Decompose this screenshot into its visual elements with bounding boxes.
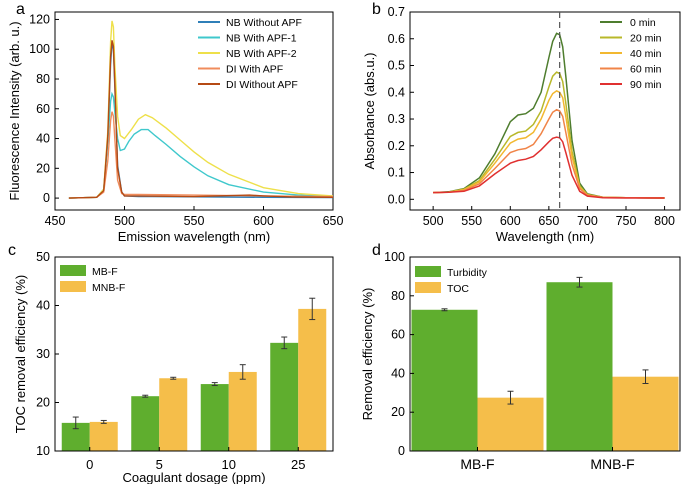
bar — [411, 309, 478, 451]
legend-label: NB With APF-1 — [226, 33, 297, 45]
legend-label: Turbidity — [447, 267, 488, 279]
bar-group — [61, 297, 327, 451]
legend-label: MB-F — [92, 266, 118, 278]
x-tick-label: 500 — [114, 214, 135, 228]
y-tick-label: 0.3 — [388, 112, 405, 126]
x-tick-label: 700 — [577, 214, 598, 228]
legend-label: MNB-F — [92, 282, 125, 294]
bar — [200, 384, 229, 451]
legend-label: DI With APF — [226, 64, 283, 76]
panel-label-a: a — [16, 1, 25, 18]
y-tick-label: 120 — [29, 12, 50, 26]
series-line — [68, 91, 334, 199]
y-tick-label: 100 — [384, 250, 405, 264]
y-tick-label: 80 — [36, 72, 50, 86]
y-tick-label: 10 — [36, 444, 50, 458]
y-tick-label: 20 — [36, 396, 50, 410]
category-label: 25 — [291, 457, 305, 472]
legend-swatch — [415, 282, 441, 293]
legend-label: 40 min — [630, 48, 662, 60]
legend-swatch — [415, 266, 441, 277]
x-axis-label: Emission wavelength (nm) — [118, 229, 270, 244]
y-tick-label: 20 — [36, 161, 50, 175]
panel-label-c: c — [8, 242, 16, 259]
legend-label: NB With APF-2 — [226, 48, 297, 60]
y-tick-label: 0 — [43, 191, 50, 205]
legend-label: TOC — [447, 283, 469, 295]
y-axis-label: Absorbance (abs.u.) — [362, 52, 377, 169]
legend-label: 60 min — [630, 64, 662, 76]
legend-label: NB Without APF — [226, 17, 302, 29]
category-label: MNB-F — [590, 456, 634, 472]
y-axis-label: Removal efficiency (%) — [360, 288, 375, 421]
series-line — [433, 108, 665, 199]
y-tick-label: 100 — [29, 42, 50, 56]
series-line — [68, 111, 334, 199]
legend-swatch — [60, 265, 86, 276]
bar — [89, 421, 118, 451]
category-label: MB-F — [460, 456, 494, 472]
bar — [612, 376, 679, 451]
legend-label: 20 min — [630, 33, 662, 45]
category-label: 10 — [222, 457, 236, 472]
y-tick-label: 0.5 — [388, 59, 405, 73]
bar — [159, 378, 188, 451]
y-tick-label: 0 — [398, 444, 405, 458]
x-tick-label: 550 — [461, 214, 482, 228]
legend-label: DI Without APF — [226, 79, 298, 91]
y-tick-label: 0.7 — [388, 5, 405, 19]
bar — [298, 308, 327, 451]
y-tick-label: 0.4 — [388, 85, 405, 99]
y-tick-label: 80 — [391, 289, 405, 303]
y-tick-label: 40 — [36, 299, 50, 313]
series-line — [433, 32, 665, 199]
panel-label-d: d — [372, 242, 381, 259]
y-tick-label: 30 — [36, 347, 50, 361]
x-tick-label: 600 — [253, 214, 274, 228]
category-label: 0 — [86, 457, 93, 472]
x-tick-label: 500 — [423, 214, 444, 228]
category-label: 5 — [156, 457, 163, 472]
bar — [477, 397, 544, 451]
bar — [131, 396, 160, 451]
legend-label: 90 min — [630, 79, 662, 91]
series-line — [433, 90, 665, 199]
bar-group — [411, 276, 679, 451]
bar — [546, 282, 613, 451]
bar — [270, 342, 299, 451]
x-tick-label: 800 — [654, 214, 675, 228]
x-tick-label: 450 — [45, 214, 66, 228]
series-line — [433, 71, 665, 199]
y-axis-label: TOC removal efficiency (%) — [13, 275, 28, 433]
y-axis-label: Fluorescence Intensity (arb. u.) — [7, 21, 22, 200]
y-tick-label: 40 — [391, 366, 405, 380]
y-tick-label: 0.2 — [388, 139, 405, 153]
panel-label-b: b — [372, 1, 381, 18]
series-line — [433, 136, 665, 199]
y-tick-label: 0.1 — [388, 166, 405, 180]
y-tick-label: 0.0 — [388, 192, 405, 206]
legend-swatch — [60, 281, 86, 292]
y-tick-label: 50 — [36, 250, 50, 264]
bar — [228, 371, 257, 451]
legend-label: 0 min — [630, 17, 656, 29]
x-tick-label: 750 — [616, 214, 637, 228]
plot-frame-b — [409, 11, 681, 211]
x-axis-label: Coagulant dosage (ppm) — [122, 470, 265, 484]
series-group — [433, 32, 665, 199]
y-tick-label: 60 — [391, 328, 405, 342]
series-line — [68, 40, 334, 199]
y-tick-label: 60 — [36, 102, 50, 116]
x-tick-label: 550 — [184, 214, 205, 228]
plot-frame-d — [409, 256, 681, 452]
series-group — [68, 20, 334, 199]
y-tick-label: 0.6 — [388, 32, 405, 46]
y-tick-label: 40 — [36, 132, 50, 146]
x-tick-label: 650 — [323, 214, 344, 228]
y-tick-label: 20 — [391, 405, 405, 419]
x-tick-label: 650 — [538, 214, 559, 228]
x-axis-label: Wavelength (nm) — [496, 229, 595, 244]
x-tick-label: 600 — [500, 214, 521, 228]
